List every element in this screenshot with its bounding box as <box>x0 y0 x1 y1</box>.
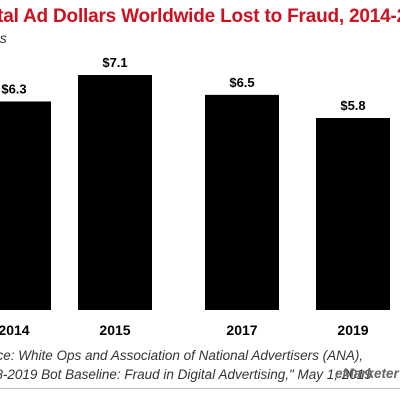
data-label-2014: $6.3 <box>1 81 26 96</box>
source-note: Source: White Ops and Association of Nat… <box>0 346 372 384</box>
bar-2019 <box>316 118 390 310</box>
bar-2015 <box>78 75 152 310</box>
data-label-2017: $6.5 <box>229 75 254 90</box>
x-tick-label-2017: 2017 <box>226 322 257 338</box>
source-line-2: "2018-2019 Bot Baseline: Fraud in Digita… <box>0 367 372 382</box>
x-tick-label-2019: 2019 <box>337 322 368 338</box>
data-label-2019: $5.8 <box>340 98 365 113</box>
x-tick-label-2015: 2015 <box>99 322 130 338</box>
chart-subtitle: billions <box>0 30 7 46</box>
bar-2017 <box>205 94 279 310</box>
bar-2014 <box>0 101 51 310</box>
chart-title: Digital Ad Dollars Worldwide Lost to Fra… <box>0 6 400 27</box>
x-tick-label-2014: 2014 <box>0 322 30 338</box>
data-label-2015: $7.1 <box>102 55 127 70</box>
brand-logo-text: eMarketer <box>335 366 399 381</box>
footer-divider <box>0 388 400 389</box>
source-line-1: Source: White Ops and Association of Nat… <box>0 348 364 363</box>
